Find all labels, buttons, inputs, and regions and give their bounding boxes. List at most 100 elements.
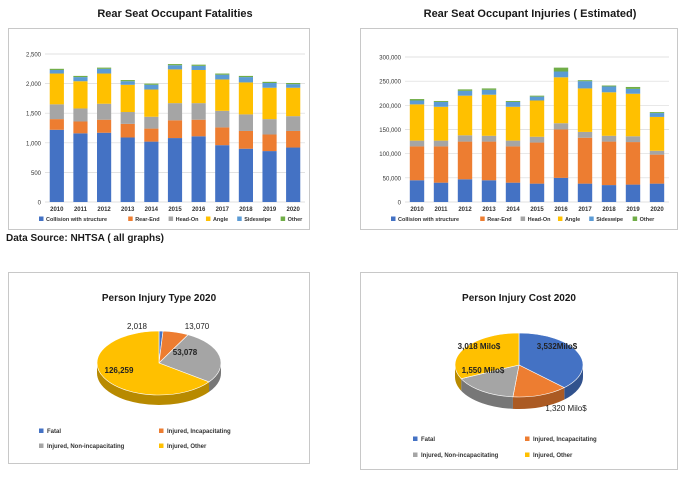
x-tick-label: 2016 xyxy=(192,207,206,213)
bar-segment xyxy=(457,95,473,136)
bar-segment xyxy=(262,83,277,88)
bar-segment xyxy=(481,180,497,202)
bar-segment xyxy=(120,137,135,202)
bar-segment xyxy=(505,182,521,202)
pie2-svg: Person Injury Cost 2020 3,532Milo$ 1,320 M… xyxy=(413,293,597,459)
legend-label: Injured, Other xyxy=(533,453,573,459)
bar-segment xyxy=(97,73,112,104)
bar-segment xyxy=(409,99,425,101)
bar-segment xyxy=(144,83,159,85)
bar-segment xyxy=(49,119,64,130)
x-tick-label: 2019 xyxy=(626,207,640,213)
bar-segment xyxy=(433,140,449,147)
x-tick-label: 2017 xyxy=(578,207,592,213)
bar-segment xyxy=(601,185,617,202)
y-tick-label: 250,000 xyxy=(379,80,401,86)
bar-segment xyxy=(262,151,277,202)
bar-segment xyxy=(286,116,301,131)
x-tick-label: 2015 xyxy=(530,207,544,213)
bar-segment xyxy=(601,85,617,87)
bar-segment xyxy=(97,103,112,120)
pie-data-label: 3,018 Milo$ xyxy=(458,342,501,351)
bar-segment xyxy=(191,119,206,137)
x-tick-label: 2020 xyxy=(287,207,301,213)
bar-segment xyxy=(144,141,159,202)
bar-segment xyxy=(649,183,665,202)
bar-segment xyxy=(286,147,301,202)
bar-segment xyxy=(529,100,545,137)
legend-swatch xyxy=(39,443,44,448)
bar-segment xyxy=(144,128,159,142)
x-tick-label: 2014 xyxy=(145,207,159,213)
legend-swatch xyxy=(128,216,133,221)
x-tick-label: 2017 xyxy=(216,207,230,213)
bar-segment xyxy=(505,101,521,107)
chart1-panel: 0 500 1,000 1,500 2,000 2,500 2010 2011 2012 2013… xyxy=(8,28,310,230)
bar-segment xyxy=(601,135,617,142)
legend-swatch xyxy=(237,216,242,221)
bar-segment xyxy=(238,130,253,149)
bar-segment xyxy=(457,179,473,202)
chart2-svg: 0 50,000 100,000 150,000 200,000 250,000 300,0… xyxy=(379,56,669,223)
y-tick-label: 100,000 xyxy=(379,152,401,158)
legend-label: Head-On xyxy=(528,217,552,223)
legend-label: Sideswipe xyxy=(596,217,623,223)
legend-label: Injured, Non-incapacitating xyxy=(421,453,499,459)
bar-segment xyxy=(191,69,206,104)
bar-segment xyxy=(97,68,112,74)
bar-segment xyxy=(49,68,64,70)
bar-segment xyxy=(120,84,135,113)
bar-segment xyxy=(577,183,593,202)
bar-segment xyxy=(238,82,253,115)
x-tick-label: 2014 xyxy=(506,207,520,213)
bar-segment xyxy=(215,127,230,146)
legend-swatch xyxy=(168,216,174,221)
bar-segment xyxy=(215,79,230,111)
legend-swatch xyxy=(280,216,286,221)
pie1-panel: Person Injury Type 2020 2,018 13,070 53,078… xyxy=(8,272,310,464)
legend-swatch xyxy=(205,216,211,221)
bar-segment xyxy=(481,94,497,136)
bar-segment xyxy=(120,80,135,82)
bar-segment xyxy=(191,64,206,66)
legend-swatch xyxy=(589,216,594,221)
x-tick-label: 2012 xyxy=(97,207,111,213)
bar-segment xyxy=(286,83,301,85)
x-tick-label: 2018 xyxy=(602,207,616,213)
bar-segment xyxy=(481,135,497,142)
bar-segment xyxy=(49,129,64,202)
bar-segment xyxy=(649,112,665,114)
x-tick-label: 2020 xyxy=(650,207,664,213)
bar-segment xyxy=(529,96,545,101)
bar-segment xyxy=(144,116,159,129)
legend-label: Injured, Non-incapacitating xyxy=(47,444,125,450)
bar-segment xyxy=(286,130,301,148)
bar-segment xyxy=(238,114,253,131)
legend-label: Collision with structure xyxy=(398,217,459,223)
bar-segment xyxy=(215,145,230,202)
pie-slice-side xyxy=(97,363,210,406)
legend-swatch xyxy=(159,428,164,433)
bar-segment xyxy=(601,92,617,136)
y-tick-label: 2,500 xyxy=(26,53,42,59)
bar-segment xyxy=(262,81,277,84)
y-tick-label: 200,000 xyxy=(379,104,401,110)
pie-data-label: 13,070 xyxy=(185,322,210,331)
legend-label: Fatal xyxy=(421,437,435,443)
pie-data-label: 53,078 xyxy=(173,348,198,357)
pie-data-label: 1,550 Milo$ xyxy=(462,366,505,375)
pie-data-label: 1,320 Milo$ xyxy=(545,404,587,413)
bar-segment xyxy=(649,116,665,151)
x-tick-label: 2019 xyxy=(263,207,277,213)
legend-label: Angle xyxy=(213,217,228,223)
bar-segment xyxy=(529,183,545,202)
pie-title: Person Injury Type 2020 xyxy=(102,293,217,304)
x-tick-label: 2011 xyxy=(434,207,448,213)
pie-title: Person Injury Cost 2020 xyxy=(462,293,576,304)
legend-swatch xyxy=(520,216,526,221)
legend-swatch xyxy=(525,452,530,457)
bar-segment xyxy=(262,119,277,135)
bar-segment xyxy=(577,137,593,184)
bar-segment xyxy=(167,138,183,202)
y-tick-label: 300,000 xyxy=(379,56,401,62)
